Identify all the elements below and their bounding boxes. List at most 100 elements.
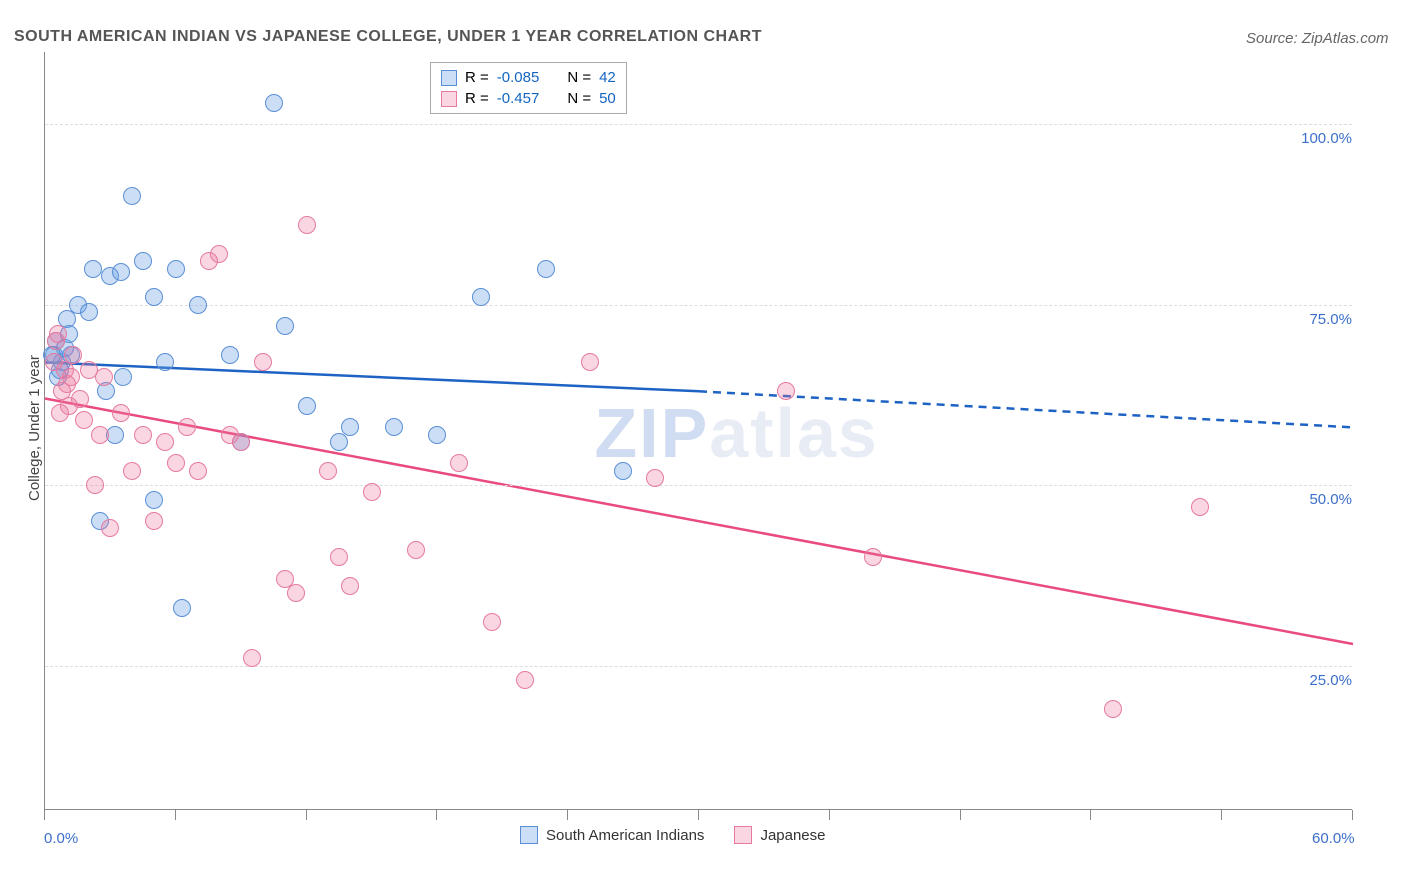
scatter-point [75,411,93,429]
x-tick-mark [1090,810,1091,820]
scatter-point [864,548,882,566]
scatter-point [330,548,348,566]
scatter-point [407,541,425,559]
x-tick-mark [44,810,45,820]
scatter-point [71,390,89,408]
x-tick-mark [960,810,961,820]
scatter-point [472,288,490,306]
legend-series: South American Indians Japanese [520,826,826,844]
y-axis-label: College, Under 1 year [26,355,43,501]
watermark-atlas: atlas [709,394,879,472]
scatter-point [614,462,632,480]
chart-title: SOUTH AMERICAN INDIAN VS JAPANESE COLLEG… [14,28,762,46]
scatter-point [298,397,316,415]
scatter-point [581,353,599,371]
legend-n-label: N = [567,69,591,86]
scatter-point [341,577,359,595]
legend-correlation: R = -0.085N = 42R = -0.457N = 50 [430,62,627,114]
scatter-point [101,519,119,537]
legend-r-label: R = [465,90,489,107]
x-tick-mark [306,810,307,820]
scatter-point [646,469,664,487]
scatter-point [516,671,534,689]
y-tick-label: 50.0% [1292,491,1352,508]
scatter-point [243,649,261,667]
scatter-point [189,462,207,480]
source-label: Source: ZipAtlas.com [1246,30,1389,47]
scatter-point [232,433,250,451]
scatter-point [145,512,163,530]
legend-stat-row: R = -0.457N = 50 [441,88,616,109]
legend-swatch [734,826,752,844]
scatter-point [319,462,337,480]
legend-swatch [441,91,457,107]
scatter-point [112,263,130,281]
scatter-point [86,476,104,494]
scatter-point [156,353,174,371]
scatter-point [112,404,130,422]
x-tick-mark [567,810,568,820]
x-tick-mark [436,810,437,820]
scatter-point [537,260,555,278]
gridline [45,305,1352,306]
scatter-point [91,426,109,444]
legend-series-label: South American Indians [546,827,704,844]
scatter-point [173,599,191,617]
y-tick-label: 25.0% [1292,672,1352,689]
legend-series-item: South American Indians [520,826,704,844]
legend-series-label: Japanese [760,827,825,844]
scatter-point [265,94,283,112]
scatter-point [56,361,74,379]
gridline [45,666,1352,667]
scatter-point [84,260,102,278]
watermark: ZIPatlas [594,393,878,473]
legend-r-value: -0.085 [497,69,540,86]
scatter-point [276,317,294,335]
legend-n-label: N = [567,90,591,107]
scatter-point [210,245,228,263]
scatter-point [178,418,196,436]
gridline [45,485,1352,486]
legend-swatch [520,826,538,844]
scatter-point [189,296,207,314]
scatter-point [287,584,305,602]
scatter-point [123,462,141,480]
scatter-point [95,368,113,386]
trend-line [45,362,699,391]
x-tick-label: 60.0% [1312,830,1355,847]
y-tick-label: 100.0% [1292,130,1352,147]
scatter-point [49,325,67,343]
scatter-point [221,346,239,364]
scatter-point [114,368,132,386]
legend-swatch [441,70,457,86]
gridline [45,124,1352,125]
scatter-point [341,418,359,436]
plot-area: ZIPatlas [44,52,1352,810]
legend-r-label: R = [465,69,489,86]
scatter-point [363,483,381,501]
x-tick-mark [1221,810,1222,820]
x-tick-label: 0.0% [44,830,78,847]
scatter-point [156,433,174,451]
x-tick-mark [698,810,699,820]
scatter-point [385,418,403,436]
scatter-point [145,288,163,306]
scatter-point [777,382,795,400]
scatter-point [483,613,501,631]
scatter-point [134,252,152,270]
legend-r-value: -0.457 [497,90,540,107]
scatter-point [1104,700,1122,718]
legend-n-value: 42 [599,69,616,86]
scatter-point [167,454,185,472]
scatter-point [80,303,98,321]
scatter-point [1191,498,1209,516]
y-tick-label: 75.0% [1292,311,1352,328]
legend-series-item: Japanese [734,826,825,844]
x-tick-mark [1352,810,1353,820]
scatter-point [167,260,185,278]
x-tick-mark [829,810,830,820]
legend-stat-row: R = -0.085 N = 42 [441,67,616,88]
scatter-point [134,426,152,444]
scatter-point [298,216,316,234]
x-tick-mark [175,810,176,820]
